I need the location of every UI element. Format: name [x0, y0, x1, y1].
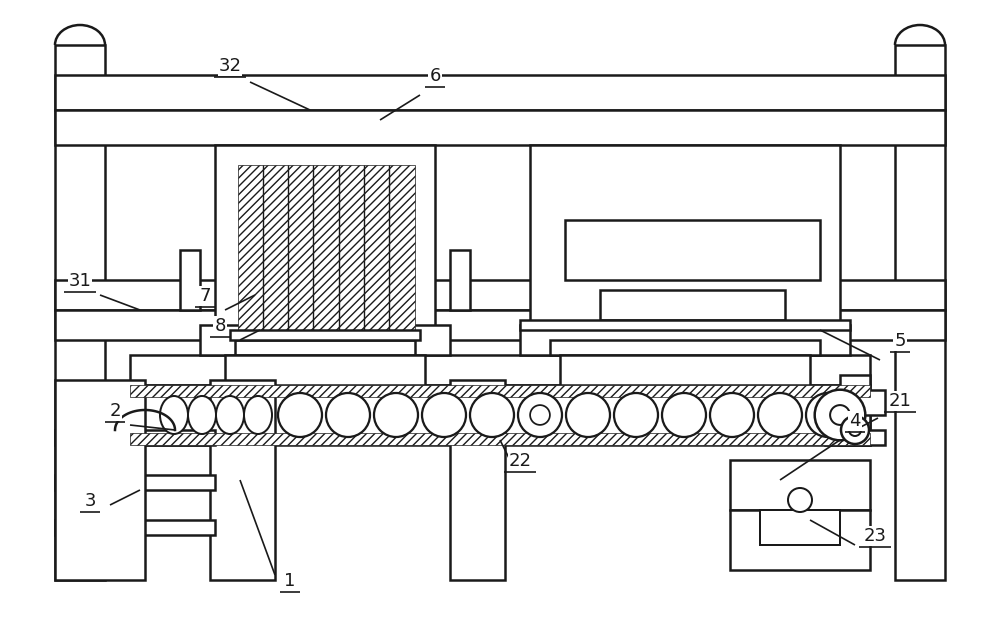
Text: 1: 1 — [284, 572, 296, 590]
Text: 6: 6 — [429, 67, 441, 85]
Bar — [130, 433, 870, 445]
Bar — [55, 45, 105, 580]
Circle shape — [841, 416, 869, 444]
Bar — [215, 145, 435, 340]
Bar — [55, 310, 945, 340]
Circle shape — [614, 393, 658, 437]
Circle shape — [830, 405, 850, 425]
Circle shape — [662, 393, 706, 437]
Bar — [245, 390, 405, 425]
Bar — [180, 250, 200, 310]
Bar — [840, 375, 870, 445]
Bar — [225, 355, 425, 390]
Text: 31: 31 — [69, 272, 91, 290]
Ellipse shape — [188, 396, 216, 434]
Circle shape — [518, 393, 562, 437]
Bar — [55, 280, 945, 310]
Circle shape — [849, 424, 861, 436]
Bar — [210, 380, 275, 580]
Bar — [200, 325, 450, 355]
Text: 23: 23 — [863, 527, 886, 545]
Bar — [235, 340, 415, 355]
Bar — [55, 75, 945, 110]
Bar — [825, 390, 885, 415]
Text: 3: 3 — [84, 492, 96, 510]
Text: 22: 22 — [509, 452, 532, 470]
Bar — [55, 475, 215, 490]
Bar — [825, 430, 885, 445]
Circle shape — [530, 405, 550, 425]
Bar — [565, 220, 820, 280]
Bar — [585, 390, 785, 425]
Bar — [55, 380, 145, 580]
Bar — [55, 520, 215, 535]
Bar — [530, 145, 840, 340]
Bar — [730, 510, 870, 570]
Bar — [130, 385, 870, 445]
Text: 21: 21 — [889, 392, 911, 410]
Bar — [55, 430, 215, 445]
Text: 5: 5 — [894, 332, 906, 350]
Circle shape — [788, 488, 812, 512]
Text: 8: 8 — [214, 317, 226, 335]
Circle shape — [422, 393, 466, 437]
Text: 32: 32 — [219, 57, 242, 75]
Text: 4: 4 — [849, 412, 861, 430]
Ellipse shape — [216, 396, 244, 434]
Bar — [600, 290, 785, 320]
Bar — [520, 325, 850, 355]
Circle shape — [326, 393, 370, 437]
Text: 2: 2 — [109, 402, 121, 420]
Bar — [450, 250, 470, 310]
Circle shape — [566, 393, 610, 437]
Circle shape — [470, 393, 514, 437]
Circle shape — [758, 393, 802, 437]
Bar — [130, 385, 870, 397]
Circle shape — [815, 390, 865, 440]
Bar — [230, 330, 420, 340]
Bar — [560, 355, 810, 390]
Circle shape — [710, 393, 754, 437]
Ellipse shape — [160, 396, 188, 434]
Circle shape — [806, 393, 850, 437]
Ellipse shape — [244, 396, 272, 434]
Bar — [520, 320, 850, 330]
Bar — [130, 355, 870, 385]
Bar — [760, 510, 840, 545]
Bar — [895, 45, 945, 580]
Circle shape — [374, 393, 418, 437]
Text: 7: 7 — [199, 287, 211, 305]
Bar — [550, 340, 820, 355]
Bar — [55, 110, 945, 145]
Bar — [450, 380, 505, 580]
Bar — [238, 165, 415, 330]
Circle shape — [278, 393, 322, 437]
Bar — [730, 460, 870, 510]
